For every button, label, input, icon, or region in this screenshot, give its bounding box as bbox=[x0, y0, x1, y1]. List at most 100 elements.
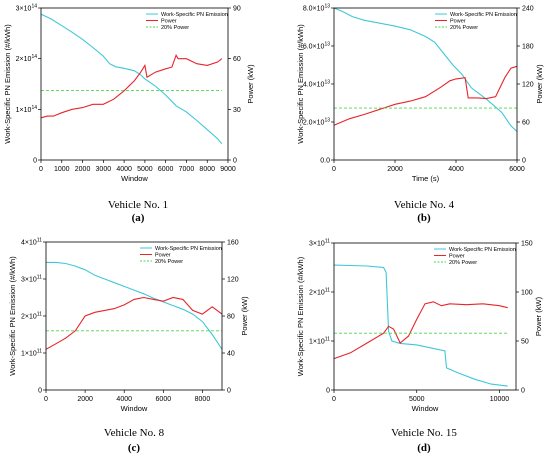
series-line-power bbox=[45, 296, 223, 350]
x-tick-label: 0 bbox=[44, 396, 48, 403]
y-right-tick-label: 100 bbox=[521, 290, 533, 297]
y-right-axis-title: Power (kW) bbox=[535, 64, 544, 104]
x-tick-label: 0 bbox=[39, 166, 43, 173]
y-right-tick-label: 0 bbox=[521, 388, 525, 395]
legend-label-emission: Work-Specific PN Emission bbox=[449, 247, 516, 253]
y-left-axis-title: Work-Specific PN Emission (#/kWh) bbox=[8, 256, 17, 376]
series-line-emission bbox=[40, 13, 223, 145]
y-right-tick-label: 60 bbox=[522, 120, 530, 127]
plot-frame bbox=[333, 242, 517, 391]
x-tick-label: 9000 bbox=[220, 166, 236, 173]
plot-frame bbox=[40, 7, 229, 161]
legend-label-power: Power bbox=[449, 254, 465, 260]
x-tick-label: 6000 bbox=[158, 166, 174, 173]
series-line-power bbox=[333, 301, 508, 360]
panel-caption: Vehicle No. 1 bbox=[108, 199, 168, 211]
x-tick-label: 6000 bbox=[156, 396, 172, 403]
chart-panel-4: 0 5000 10000 0 1×1011 2×1011 3×1011 0 50 100 150 Wi… bbox=[296, 239, 543, 455]
legend-label-threshold: 20% Power bbox=[450, 25, 478, 31]
y-right-tick-label: 50 bbox=[521, 339, 529, 346]
y-right-tick-label: 60 bbox=[233, 56, 241, 63]
panel-caption: Vehicle No. 4 bbox=[394, 199, 455, 211]
y-right-tick-label: 40 bbox=[227, 351, 235, 358]
y-left-axis-title: Work-Specific PN Emission (#/kWh) bbox=[296, 24, 305, 144]
y-right-tick-label: 0 bbox=[233, 158, 237, 165]
y-right-axis-title: Power (kW) bbox=[534, 296, 543, 336]
legend-label-threshold: 20% Power bbox=[155, 259, 183, 265]
x-axis-title: Window bbox=[412, 404, 439, 413]
y-left-tick-label: 6.0×1013 bbox=[303, 42, 330, 51]
series-line-emission bbox=[333, 7, 518, 132]
plot-frame bbox=[333, 7, 518, 161]
y-left-tick-label: 4×1011 bbox=[21, 238, 42, 247]
panel-caption: Vehicle No. 15 bbox=[391, 427, 457, 439]
y-left-tick-label: 1×1011 bbox=[21, 349, 42, 358]
x-axis-title: Window bbox=[121, 404, 148, 413]
y-left-tick-label: 2.0×1013 bbox=[303, 118, 330, 127]
x-tick-label: 2000 bbox=[387, 166, 403, 173]
y-right-tick-label: 120 bbox=[227, 277, 239, 284]
x-axis-title: Time (s) bbox=[412, 174, 440, 183]
y-left-tick-label: 0 bbox=[38, 388, 42, 395]
x-tick-label: 7000 bbox=[179, 166, 195, 173]
legend-label-threshold: 20% Power bbox=[161, 25, 189, 31]
y-right-axis-title: Power (kW) bbox=[240, 296, 249, 336]
legend-label-power: Power bbox=[161, 19, 177, 25]
x-tick-label: 4000 bbox=[116, 396, 132, 403]
chart-panel-2: 0 2000 4000 6000 0.0 2.0×1013 4.0×1013 6.0×1013… bbox=[296, 4, 544, 225]
chart-panel-3: 0 2000 4000 6000 8000 0 1×1011 2×1011 3×1011 4×10… bbox=[8, 238, 249, 455]
y-right-tick-label: 240 bbox=[522, 6, 534, 13]
panel-caption: Vehicle No. 8 bbox=[104, 427, 165, 439]
x-tick-label: 10000 bbox=[490, 396, 510, 403]
panel-label: (a) bbox=[132, 212, 145, 224]
x-tick-label: 2000 bbox=[77, 396, 93, 403]
legend-label-emission: Work-Specific PN Emission bbox=[450, 12, 517, 18]
y-right-tick-label: 30 bbox=[233, 107, 241, 114]
y-right-tick-label: 90 bbox=[233, 6, 241, 13]
x-tick-label: 4000 bbox=[448, 166, 464, 173]
legend-label-emission: Work-Specific PN Emission bbox=[155, 246, 222, 252]
x-tick-label: 0 bbox=[332, 396, 336, 403]
y-left-tick-label: 8.0×1013 bbox=[303, 4, 330, 13]
y-right-tick-label: 160 bbox=[227, 240, 239, 247]
y-left-tick-label: 3×1011 bbox=[21, 275, 42, 284]
x-tick-label: 1000 bbox=[54, 166, 70, 173]
x-tick-label: 8000 bbox=[199, 166, 215, 173]
y-right-tick-label: 150 bbox=[521, 241, 533, 248]
series-line-power bbox=[40, 54, 223, 119]
y-right-tick-label: 120 bbox=[522, 82, 534, 89]
y-left-tick-label: 2×1011 bbox=[21, 312, 42, 321]
y-left-tick-label: 3×1011 bbox=[309, 239, 330, 248]
y-left-tick-label: 2×1014 bbox=[16, 54, 38, 63]
series-line-power bbox=[333, 65, 518, 126]
y-left-tick-label: 3×1014 bbox=[16, 4, 38, 13]
x-tick-label: 5000 bbox=[137, 166, 153, 173]
y-right-tick-label: 180 bbox=[522, 44, 534, 51]
y-right-tick-label: 80 bbox=[227, 314, 235, 321]
chart-panel-1: 0 1000 2000 3000 4000 5000 6000 7000 8000 900001×… bbox=[3, 4, 255, 225]
y-left-axis-title: Work-Specific PN Emission (#/kWh) bbox=[3, 24, 12, 144]
y-right-axis-title: Power (kW) bbox=[246, 64, 255, 104]
y-right-tick-label: 0 bbox=[227, 388, 231, 395]
x-tick-label: 8000 bbox=[195, 396, 211, 403]
x-tick-label: 5000 bbox=[409, 396, 425, 403]
x-tick-label: 2000 bbox=[75, 166, 91, 173]
panel-label: (c) bbox=[128, 442, 141, 454]
series-line-emission bbox=[46, 261, 223, 350]
x-tick-label: 6000 bbox=[509, 166, 525, 173]
y-left-tick-label: 0.0 bbox=[320, 158, 330, 165]
y-left-tick-label: 0 bbox=[33, 158, 37, 165]
legend-label-power: Power bbox=[450, 19, 466, 25]
x-tick-label: 3000 bbox=[96, 166, 112, 173]
x-axis-title: Window bbox=[121, 174, 148, 183]
x-tick-label: 4000 bbox=[116, 166, 132, 173]
panel-label: (b) bbox=[417, 212, 431, 224]
y-left-tick-label: 0 bbox=[326, 388, 330, 395]
panel-label: (d) bbox=[417, 442, 431, 454]
y-left-tick-label: 1×1011 bbox=[309, 337, 330, 346]
series-line-emission bbox=[333, 264, 508, 387]
y-left-axis-title: Work-Specific PN Emission (#/kWh) bbox=[296, 256, 305, 376]
legend-label-threshold: 20% Power bbox=[449, 260, 477, 266]
y-left-tick-label: 4.0×1013 bbox=[303, 80, 330, 89]
y-left-tick-label: 1×1014 bbox=[16, 105, 38, 114]
